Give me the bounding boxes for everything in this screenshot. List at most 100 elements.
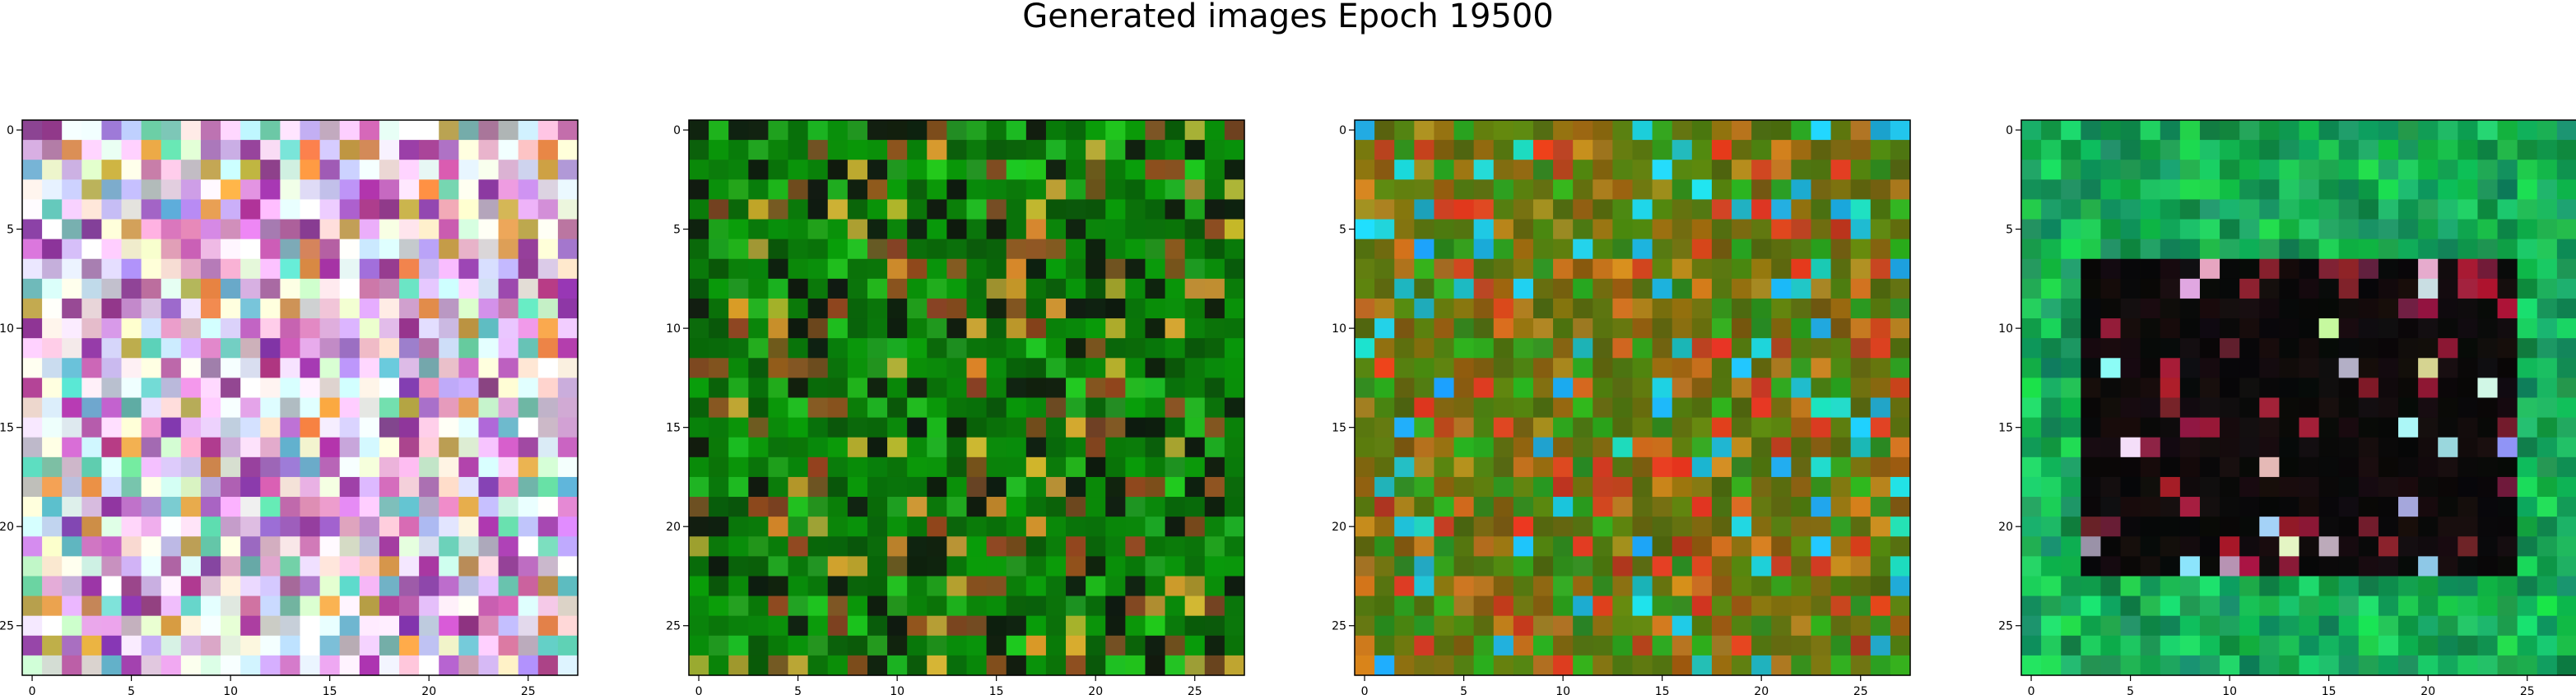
pixel-cell [2061, 140, 2081, 160]
pixel-cell [478, 120, 500, 141]
pixel-cell [1045, 437, 1067, 458]
pixel-cell [1145, 298, 1166, 319]
pixel-cell [1870, 437, 1891, 458]
pixel-cell [1632, 318, 1653, 339]
x-tick-label: 0 [695, 685, 703, 695]
pixel-cell [2398, 120, 2419, 141]
pixel-cell [1355, 595, 1375, 617]
pixel-cell [2061, 378, 2081, 399]
pixel-cell [1165, 576, 1186, 597]
pixel-cell [1434, 576, 1455, 597]
pixel-cell [2021, 298, 2042, 319]
pixel-cell [2299, 595, 2320, 617]
pixel-cell [1145, 199, 1166, 220]
pixel-cell [986, 318, 1007, 339]
pixel-cell [2259, 417, 2280, 438]
pixel-cell [1414, 655, 1435, 676]
pixel-cell [1890, 635, 1911, 656]
pixel-cell [81, 456, 103, 478]
pixel-cell [1593, 476, 1613, 498]
pixel-cell [2358, 160, 2379, 180]
pixel-cell [907, 338, 928, 359]
pixel-cell [1086, 140, 1106, 160]
pixel-cell [1870, 120, 1891, 141]
pixel-cell [180, 635, 202, 656]
pixel-cell [141, 278, 162, 299]
pixel-cell [1184, 615, 1206, 637]
pixel-cell [1086, 635, 1106, 656]
pixel-cell [2199, 278, 2220, 299]
pixel-cell [1751, 536, 1772, 557]
pixel-cell [1086, 655, 1106, 676]
pixel-cell [339, 239, 360, 260]
pixel-cell [1184, 576, 1206, 597]
pixel-cell [1593, 120, 1613, 141]
pixel-cell [1513, 536, 1534, 557]
pixel-cell [887, 397, 908, 419]
pixel-cell [1691, 298, 1713, 319]
pixel-cell [1414, 120, 1435, 141]
pixel-cell [2081, 378, 2102, 399]
pixel-cell [557, 517, 579, 537]
pixel-cell [1732, 437, 1752, 458]
pixel-cell [1473, 338, 1495, 359]
pixel-cell [728, 536, 749, 557]
pixel-cell [1355, 140, 1375, 160]
pixel-cell [1593, 258, 1613, 280]
pixel-cell [498, 140, 519, 160]
pixel-cell [2438, 576, 2458, 597]
pixel-cell [518, 239, 539, 260]
pixel-cell [2160, 456, 2181, 478]
pixel-cell [160, 536, 182, 557]
pixel-cell [1652, 298, 1673, 319]
pixel-cell [1394, 517, 1415, 537]
pixel-cell [537, 378, 559, 399]
pixel-cell [1224, 437, 1245, 458]
pixel-cell [1204, 258, 1225, 280]
pixel-cell [966, 536, 988, 557]
pixel-cell [1632, 298, 1653, 319]
pixel-cell [498, 258, 519, 280]
pixel-cell [748, 615, 770, 637]
pixel-cell [1204, 318, 1225, 339]
pixel-cell [986, 517, 1007, 537]
pixel-cell [22, 258, 43, 280]
pixel-cell [1632, 378, 1653, 399]
pixel-cell [2536, 278, 2558, 299]
pixel-cell [498, 417, 519, 438]
pixel-cell [1045, 278, 1067, 299]
y-tick-label: 5 [1339, 224, 1346, 237]
pixel-cell [907, 219, 928, 240]
pixel-cell [518, 338, 539, 359]
pixel-cell [379, 655, 400, 676]
pixel-cell [1125, 140, 1146, 160]
pixel-cell [1811, 497, 1832, 517]
pixel-cell [1473, 397, 1495, 419]
pixel-cell [22, 358, 43, 378]
pixel-cell [1184, 239, 1206, 260]
pixel-cell [439, 437, 459, 458]
pixel-cell [62, 536, 82, 557]
pixel-cell [2378, 239, 2399, 260]
pixel-cell [359, 517, 380, 537]
pixel-cell [458, 556, 480, 577]
pixel-cell [847, 219, 868, 240]
pixel-cell [2318, 219, 2340, 240]
pixel-cell [2120, 318, 2141, 339]
pixel-cell [927, 258, 947, 280]
pixel-cell [1771, 298, 1792, 319]
pixel-cell [439, 635, 459, 656]
pixel-cell [2517, 576, 2538, 597]
pixel-cell [2081, 358, 2102, 378]
pixel-cell [2160, 120, 2181, 141]
pixel-cell [986, 397, 1007, 419]
pixel-cell [1125, 258, 1146, 280]
pixel-cell [2239, 179, 2260, 201]
pixel-cell [2438, 615, 2458, 637]
pixel-cell [788, 655, 809, 676]
pixel-cell [1811, 278, 1832, 299]
pixel-cell [807, 120, 829, 141]
pixel-cell [788, 456, 809, 478]
pixel-cell [1711, 199, 1732, 220]
pixel-cell [1184, 179, 1206, 201]
